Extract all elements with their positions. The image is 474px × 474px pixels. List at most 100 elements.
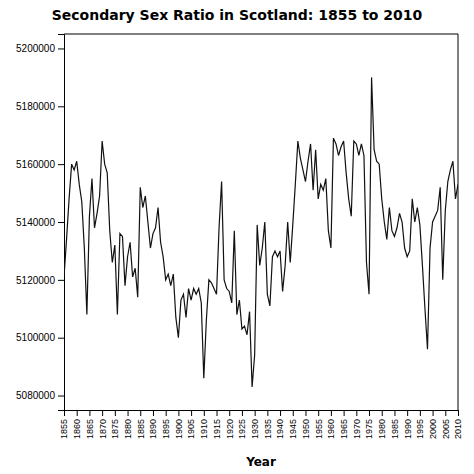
x-tick: 1925 (237, 410, 247, 439)
x-tick-label: 1925 (237, 419, 247, 439)
x-tick-label: 1985 (390, 419, 400, 439)
y-tick-label: 5120000 (16, 275, 55, 286)
y-tick: 5200000 (16, 43, 64, 54)
x-tick-mark (229, 410, 230, 416)
x-tick-label: 1900 (174, 419, 184, 439)
x-tick: 1960 (326, 410, 336, 439)
x-tick-label: 1960 (326, 419, 336, 439)
x-tick: 1895 (161, 410, 171, 439)
x-tick: 1905 (186, 410, 196, 439)
x-tick-mark (128, 410, 129, 416)
x-tick-mark (217, 410, 218, 416)
x-tick-label: 1935 (263, 419, 273, 439)
x-tick-mark (153, 410, 154, 416)
x-axis: 1855186018651870187518801885189018951900… (59, 410, 463, 439)
x-tick: 1970 (352, 410, 362, 439)
x-tick-label: 1950 (301, 419, 311, 439)
y-tick-label: 5200000 (16, 43, 55, 54)
x-tick-label: 2000 (428, 419, 438, 439)
x-tick-label: 1895 (161, 419, 171, 439)
x-tick-label: 1975 (364, 419, 374, 439)
x-tick-label: 1905 (186, 419, 196, 439)
x-tick-mark (89, 410, 90, 416)
x-tick-mark (204, 410, 205, 416)
x-tick-label: 1865 (85, 419, 95, 439)
y-tick-label: 5180000 (16, 101, 55, 112)
x-tick-label: 1875 (110, 419, 120, 439)
x-tick-mark (77, 410, 78, 416)
x-tick: 1865 (85, 410, 95, 439)
x-tick: 1955 (314, 410, 324, 439)
y-tick-mark (58, 338, 64, 339)
x-tick: 1885 (136, 410, 146, 439)
x-tick-label: 1945 (288, 419, 298, 439)
x-tick-label: 1880 (123, 419, 133, 439)
x-tick-mark (305, 410, 306, 416)
x-tick-label: 1910 (199, 419, 209, 439)
x-tick-mark (102, 410, 103, 416)
x-tick-mark (267, 410, 268, 416)
x-tick-mark (140, 410, 141, 416)
x-tick-mark (178, 410, 179, 416)
x-tick: 1920 (225, 410, 235, 439)
x-tick-mark (293, 410, 294, 416)
x-tick: 2000 (428, 410, 438, 439)
x-tick-mark (445, 410, 446, 416)
chart: 1855186018651870187518801885189018951900… (0, 0, 474, 474)
y-tick-label: 5100000 (16, 332, 55, 343)
y-tick: 5180000 (16, 101, 64, 112)
x-tick-label: 1970 (352, 419, 362, 439)
frame-right (458, 34, 459, 410)
x-tick: 1860 (72, 410, 82, 439)
y-tick-mark (58, 48, 64, 49)
x-tick: 1915 (212, 410, 222, 439)
x-tick-mark (433, 410, 434, 416)
plot-area: 1855186018651870187518801885189018951900… (16, 34, 463, 439)
x-tick-mark (318, 410, 319, 416)
x-tick-label: 1885 (136, 419, 146, 439)
x-tick-mark (394, 410, 395, 416)
x-tick-mark (115, 410, 116, 416)
x-tick-label: 1915 (212, 419, 222, 439)
x-tick-label: 1955 (314, 419, 324, 439)
x-tick: 1965 (339, 410, 349, 439)
y-tick-mark (58, 396, 64, 397)
x-tick: 1990 (403, 410, 413, 439)
x-tick: 2010 (453, 410, 463, 439)
x-tick-mark (382, 410, 383, 416)
x-tick-label: 1990 (403, 419, 413, 439)
line (64, 77, 458, 386)
y-tick-label: 5140000 (16, 217, 55, 228)
x-tick-label: 1860 (72, 419, 82, 439)
x-tick-label: 1930 (250, 419, 260, 439)
x-tick-mark (242, 410, 243, 416)
x-axis-title: Year (245, 455, 276, 469)
x-tick-label: 1940 (275, 419, 285, 439)
x-tick: 1870 (98, 410, 108, 439)
y-tick-label: 5160000 (16, 159, 55, 170)
x-tick: 1940 (275, 410, 285, 439)
x-tick-label: 1890 (148, 419, 158, 439)
x-tick-label: 2010 (453, 419, 463, 439)
x-tick: 1910 (199, 410, 209, 439)
x-tick: 1995 (415, 410, 425, 439)
x-tick-label: 1870 (98, 419, 108, 439)
x-tick: 1880 (123, 410, 133, 439)
title: Secondary Sex Ratio in Scotland: 1855 to… (52, 7, 423, 23)
x-tick-mark (458, 410, 459, 416)
x-tick: 2005 (441, 410, 451, 439)
x-tick-label: 1965 (339, 419, 349, 439)
x-tick-label: 2005 (441, 419, 451, 439)
x-tick: 1875 (110, 410, 120, 439)
x-tick-mark (191, 410, 192, 416)
x-tick: 1980 (377, 410, 387, 439)
y-tick: 5140000 (16, 217, 64, 228)
y-tick-mark (58, 222, 64, 223)
x-tick-label: 1995 (415, 419, 425, 439)
x-tick: 1975 (364, 410, 374, 439)
y-tick-mark (58, 164, 64, 165)
y-axis-line (58, 35, 65, 411)
y-tick: 5100000 (16, 332, 64, 343)
x-tick-mark (356, 410, 357, 416)
x-tick: 1945 (288, 410, 298, 439)
